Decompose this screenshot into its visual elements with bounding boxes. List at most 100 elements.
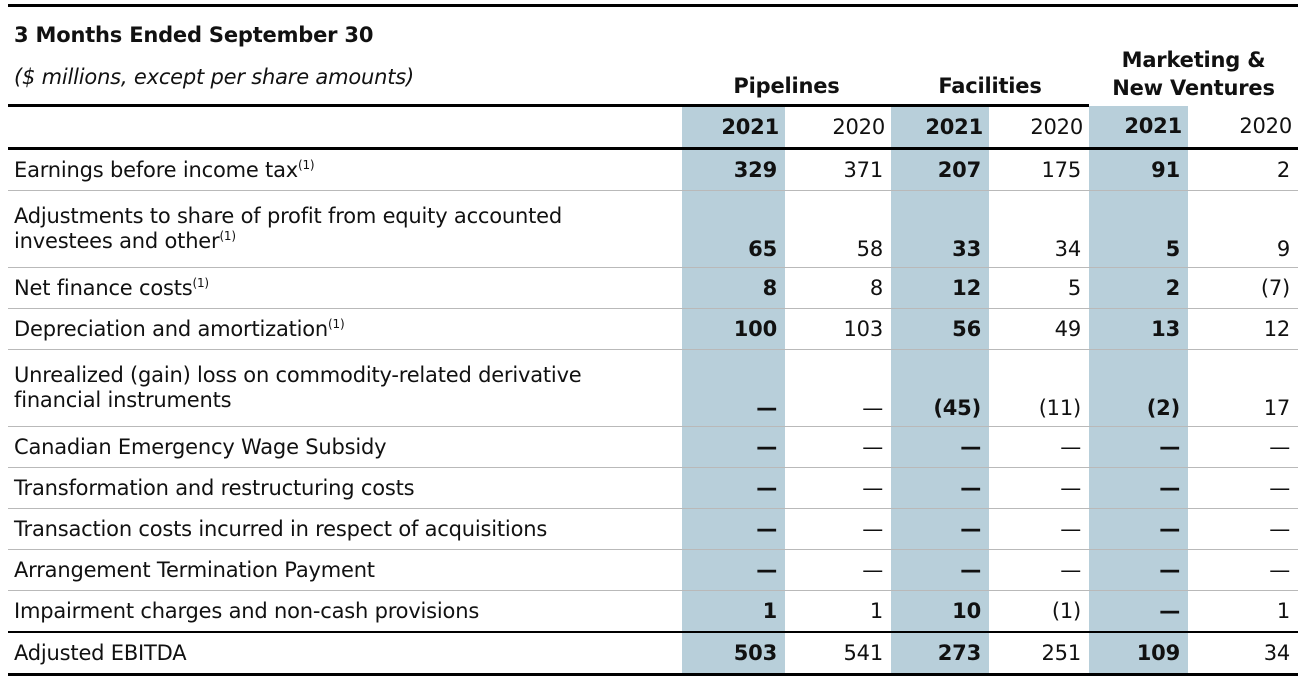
value-cell: — xyxy=(891,426,989,468)
year-header-row: 2021 2020 2021 2020 2021 2020 xyxy=(8,105,1299,150)
footnote-marker: (1) xyxy=(297,157,315,172)
value-cell: 17 xyxy=(1188,349,1299,427)
value-cell: — xyxy=(1188,467,1299,509)
value-cell: (11) xyxy=(989,349,1089,427)
header-row-title: 3 Months Ended September 30 Marketing & N… xyxy=(8,4,1299,106)
value-cell: 9 xyxy=(1188,190,1299,268)
value-cell: 49 xyxy=(989,308,1089,350)
value-cell: — xyxy=(1188,508,1299,550)
value-cell: — xyxy=(785,426,891,468)
value-cell: — xyxy=(785,508,891,550)
value-cell: 10 xyxy=(891,590,989,633)
header-row-segments: ($ millions, except per share amounts) P… xyxy=(8,49,1298,107)
table-row: Adjustments to share of profit from equi… xyxy=(8,190,1299,268)
year-header: 2021 xyxy=(891,105,989,150)
year-header: 2020 xyxy=(1188,105,1299,150)
year-header: 2020 xyxy=(785,105,891,150)
value-cell: 91 xyxy=(1089,148,1188,191)
value-cell: — xyxy=(989,467,1089,509)
table-row: Earnings before income tax(1) 329 371 207 17… xyxy=(8,148,1299,191)
table-row: Net finance costs(1) 8 8 12 5 2 (7) xyxy=(8,267,1299,309)
row-label: Transaction costs incurred in respect of… xyxy=(8,508,682,550)
value-cell: — xyxy=(1089,549,1188,591)
year-header: 2021 xyxy=(682,105,785,150)
value-cell: 207 xyxy=(891,148,989,191)
value-cell: — xyxy=(785,549,891,591)
value-cell: 33 xyxy=(891,190,989,268)
value-cell: 273 xyxy=(891,631,989,676)
row-label: Arrangement Termination Payment xyxy=(8,549,682,591)
segment-header-pipelines: Pipelines xyxy=(682,49,891,107)
table-row: Canadian Emergency Wage Subsidy — — — — — — xyxy=(8,426,1299,468)
row-label: Canadian Emergency Wage Subsidy xyxy=(8,426,682,468)
value-cell: 1 xyxy=(1188,590,1299,633)
value-cell: 56 xyxy=(891,308,989,350)
row-label: Unrealized (gain) loss on commodity-rela… xyxy=(8,349,682,427)
value-cell: 8 xyxy=(785,267,891,309)
value-cell: 1 xyxy=(682,590,785,633)
row-label: Transformation and restructuring costs xyxy=(8,467,682,509)
value-cell: — xyxy=(682,508,785,550)
value-cell: — xyxy=(891,508,989,550)
value-cell: — xyxy=(785,467,891,509)
table-row: Depreciation and amortization(1) 100 103 56… xyxy=(8,308,1299,350)
value-cell: 12 xyxy=(1188,308,1299,350)
value-cell: — xyxy=(682,349,785,427)
value-cell: 100 xyxy=(682,308,785,350)
value-cell: — xyxy=(1089,467,1188,509)
value-cell: — xyxy=(682,549,785,591)
value-cell: (45) xyxy=(891,349,989,427)
row-label: Adjustments to share of profit from equi… xyxy=(8,190,682,268)
table-row: Unrealized (gain) loss on commodity-rela… xyxy=(8,349,1299,427)
value-cell: — xyxy=(1089,508,1188,550)
value-cell: — xyxy=(1089,426,1188,468)
value-cell: 34 xyxy=(989,190,1089,268)
value-cell: 13 xyxy=(1089,308,1188,350)
total-row: Adjusted EBITDA 503 541 273 251 109 34 xyxy=(8,631,1299,676)
value-cell: — xyxy=(682,426,785,468)
year-header: 2021 xyxy=(1089,105,1188,150)
value-cell: — xyxy=(891,549,989,591)
value-cell: 12 xyxy=(891,267,989,309)
value-cell: 5 xyxy=(1089,190,1188,268)
value-cell: 371 xyxy=(785,148,891,191)
value-cell: — xyxy=(1188,426,1299,468)
value-cell: 103 xyxy=(785,308,891,350)
footnote-marker: (1) xyxy=(192,275,210,290)
value-cell: (2) xyxy=(1089,349,1188,427)
total-label: Adjusted EBITDA xyxy=(8,631,682,676)
value-cell: 175 xyxy=(989,148,1089,191)
row-label: Earnings before income tax(1) xyxy=(8,148,682,191)
segment-header-marketing: Marketing & New Ventures xyxy=(1089,4,1299,106)
footnote-marker: (1) xyxy=(328,316,345,331)
row-label: Depreciation and amortization(1) xyxy=(8,308,682,350)
value-cell: — xyxy=(785,349,891,427)
value-cell: (7) xyxy=(1188,267,1299,309)
table-row: Transaction costs incurred in respect of… xyxy=(8,508,1299,550)
value-cell: — xyxy=(682,467,785,509)
value-cell: 65 xyxy=(682,190,785,268)
value-cell: — xyxy=(1089,590,1188,633)
value-cell: 541 xyxy=(785,631,891,676)
value-cell: 8 xyxy=(682,267,785,309)
value-cell: 58 xyxy=(785,190,891,268)
row-label: Impairment charges and non-cash provisio… xyxy=(8,590,682,633)
year-header: 2020 xyxy=(989,105,1089,150)
footnote-marker: (1) xyxy=(219,229,236,243)
value-cell: 503 xyxy=(682,631,785,676)
value-cell: — xyxy=(1188,549,1299,591)
ebitda-reconciliation-table: 3 Months Ended September 30 Marketing & N… xyxy=(8,4,1299,676)
value-cell: 329 xyxy=(682,148,785,191)
table-row: Impairment charges and non-cash provisio… xyxy=(8,590,1299,633)
table-row: Transformation and restructuring costs — —… xyxy=(8,467,1299,509)
value-cell: 2 xyxy=(1188,148,1299,191)
table-row: Arrangement Termination Payment — — — — — — xyxy=(8,549,1299,591)
value-cell: 109 xyxy=(1089,631,1188,676)
value-cell: 34 xyxy=(1188,631,1299,676)
segment-header-facilities: Facilities xyxy=(891,49,1089,107)
value-cell: — xyxy=(989,426,1089,468)
value-cell: — xyxy=(989,508,1089,550)
value-cell: 1 xyxy=(785,590,891,633)
value-cell: (1) xyxy=(989,590,1089,633)
value-cell: — xyxy=(989,549,1089,591)
